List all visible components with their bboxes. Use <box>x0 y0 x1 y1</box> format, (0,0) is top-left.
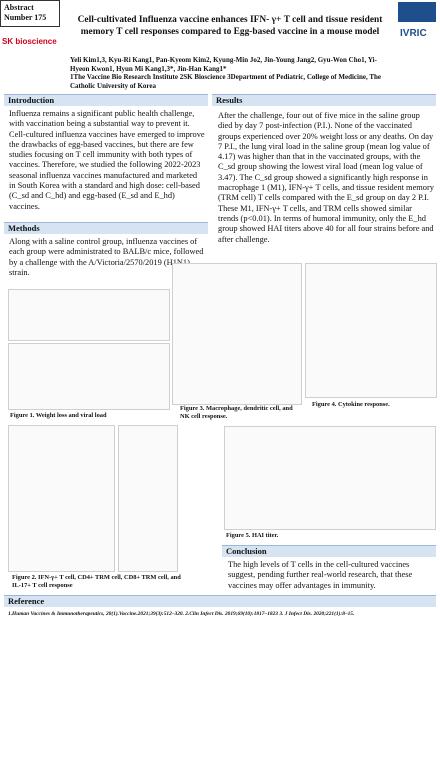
figure-panel <box>8 425 115 572</box>
figure-panel <box>305 263 437 398</box>
authors: Yeli Kim1,3, Kyu-Ri Kang1, Pan-Kyeom Kim… <box>70 56 377 73</box>
methods-text: Along with a saline control group, influ… <box>9 237 204 277</box>
logo-emblem <box>398 2 436 22</box>
logo-left: SK bioscience <box>2 37 57 46</box>
figure-caption: Figure 3. Macrophage, dendritic cell, an… <box>180 405 293 420</box>
section-heading: Methods <box>4 222 208 234</box>
figure-panel <box>8 343 170 410</box>
results-text: After the challenge, four out of five mi… <box>218 111 434 244</box>
title: Cell-cultivated Influenza vaccine enhanc… <box>77 15 383 37</box>
figure-caption: Figure 2. IFN-γ+ T cell, CD4+ TRM cell, … <box>12 574 181 589</box>
figure-caption: Figure 4. Cytokine response. <box>312 401 390 408</box>
figure-panel <box>118 425 178 572</box>
abstract-number: Abstract Number 175 <box>0 0 60 27</box>
section-heading: Introduction <box>4 94 208 106</box>
section-heading: Results <box>212 94 436 106</box>
figure-panel <box>224 426 436 530</box>
section-heading: Conclusion <box>222 545 436 557</box>
figure-panel <box>172 263 302 405</box>
figure-panel <box>8 289 170 341</box>
conclusion-text: The high levels of T cells in the cell-c… <box>228 560 413 590</box>
logo-right: IVRIC <box>400 28 427 39</box>
affiliations: 1The Vaccine Bio Research Institute 2SK … <box>70 73 382 90</box>
figure-caption: Figure 1. Weight loss and viral load <box>10 412 107 419</box>
reference-text: 1.Human Vaccines & Immunotherapeutics, 2… <box>8 611 355 617</box>
figure-caption: Figure 5. HAI titer. <box>226 532 279 539</box>
intro-text: Influenza remains a significant public h… <box>9 109 205 211</box>
section-heading: Reference <box>4 595 436 607</box>
